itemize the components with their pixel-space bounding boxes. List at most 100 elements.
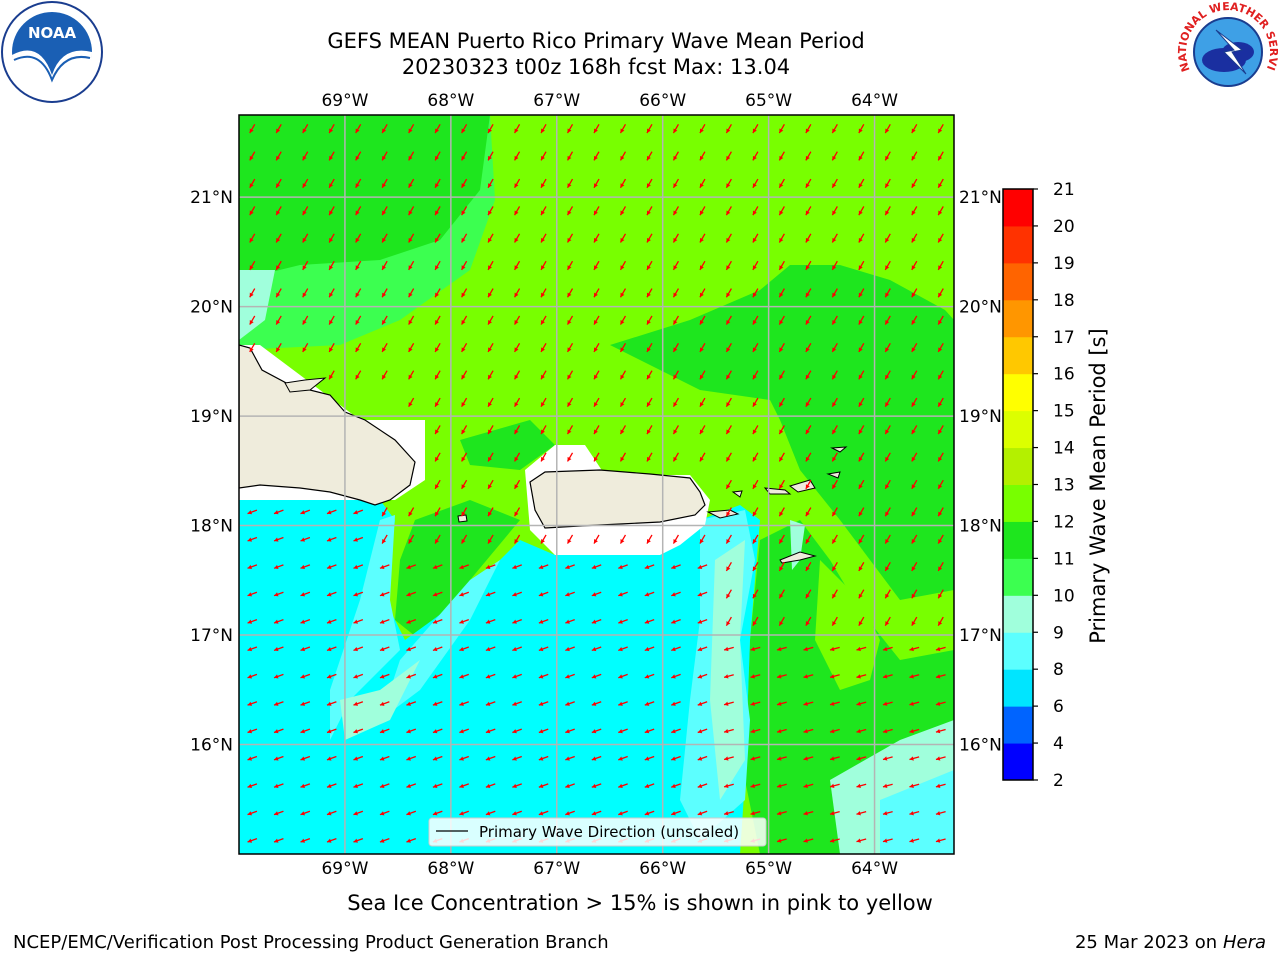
wave-arrow-364 xyxy=(326,536,337,542)
wave-arrow-521 xyxy=(909,674,920,679)
wave-arrow-268 xyxy=(434,397,441,408)
wave-arrow-634 xyxy=(326,810,337,816)
wave-arrow-113 xyxy=(381,233,388,243)
lat-tick-left-0: 21°N xyxy=(190,188,233,208)
wave-arrow-466 xyxy=(884,616,891,627)
wave-arrow-481 xyxy=(565,646,575,652)
wave-arrow-371 xyxy=(513,534,521,544)
wave-arrow-366 xyxy=(381,534,388,544)
wave-arrow-296 xyxy=(646,425,653,435)
wave-arrow-169 xyxy=(434,288,441,298)
wave-arrow-485 xyxy=(671,646,681,652)
wave-arrow-478 xyxy=(485,646,496,652)
wave-arrow-654 xyxy=(856,811,867,816)
wave-arrow-536 xyxy=(591,701,602,706)
wave-arrow-152 xyxy=(699,260,706,271)
chart-title: GEFS MEAN Puerto Rico Primary Wave Mean … xyxy=(327,29,865,53)
wave-arrow-23 xyxy=(858,124,865,134)
wave-arrow-439 xyxy=(884,589,891,599)
wave-arrow-346 xyxy=(381,507,388,517)
wave-arrow-351 xyxy=(513,507,521,517)
wave-arrow-238 xyxy=(831,342,838,353)
wave-arrow-119 xyxy=(540,233,547,243)
wave-arrow-157 xyxy=(831,260,838,271)
wave-arrow-49 xyxy=(831,151,838,161)
wave-arrow-261 xyxy=(805,370,812,380)
lat-tick-left-5: 16°N xyxy=(190,736,233,756)
wave-arrow-310 xyxy=(487,452,494,462)
wave-arrow-75 xyxy=(805,178,812,189)
wave-arrow-245 xyxy=(381,370,388,380)
wave-arrow-643 xyxy=(565,810,575,816)
wave-arrow-80 xyxy=(937,178,944,189)
wave-arrow-508 xyxy=(565,673,575,679)
wave-arrow-426 xyxy=(538,591,549,597)
wave-arrow-163 xyxy=(275,288,282,298)
wave-arrow-55 xyxy=(275,178,282,189)
wave-arrow-410 xyxy=(831,561,838,572)
wave-arrow-256 xyxy=(672,370,680,380)
wave-arrow-236 xyxy=(778,342,785,353)
wave-arrow-24 xyxy=(884,124,891,134)
wave-arrow-608 xyxy=(353,783,364,788)
wave-arrow-571 xyxy=(803,728,814,734)
wave-arrow-212 xyxy=(858,315,865,325)
wave-arrow-239 xyxy=(858,342,865,353)
wave-arrow-631 xyxy=(247,810,258,816)
wave-arrow-424 xyxy=(485,591,496,597)
wave-arrow-435 xyxy=(778,589,785,599)
wave-arrow-459 xyxy=(697,619,708,624)
wave-arrow-379 xyxy=(725,534,732,544)
lat-tick-left-1: 20°N xyxy=(190,298,233,318)
wave-arrow-151 xyxy=(672,260,680,271)
wave-arrow-77 xyxy=(858,178,865,189)
wave-arrow-658 xyxy=(247,837,258,843)
wave-arrow-613 xyxy=(485,783,496,788)
wave-arrow-69 xyxy=(646,178,653,189)
wave-arrow-341 xyxy=(247,509,258,515)
wave-arrow-247 xyxy=(434,370,441,380)
wave-arrow-568 xyxy=(723,728,734,734)
wave-arrow-593 xyxy=(671,755,681,761)
wave-arrow-324 xyxy=(858,452,865,462)
wave-arrow-448 xyxy=(406,619,417,624)
wave-arrow-115 xyxy=(434,233,441,243)
wave-arrow-314 xyxy=(593,452,600,462)
wave-arrow-488 xyxy=(750,646,761,652)
lon-tick-top-5: 64°W xyxy=(851,91,898,111)
wave-arrow-48 xyxy=(805,151,812,161)
wave-arrow-577 xyxy=(247,755,258,761)
wave-arrow-390 xyxy=(300,564,311,570)
sea-ice-caption: Sea Ice Concentration > 15% is shown in … xyxy=(347,891,933,915)
wave-arrow-413 xyxy=(911,561,918,572)
wave-arrow-632 xyxy=(273,810,284,816)
wave-arrow-526 xyxy=(326,701,337,706)
wave-arrow-223 xyxy=(434,342,441,353)
wave-arrow-97 xyxy=(672,206,680,216)
wave-arrow-332 xyxy=(725,479,732,490)
wave-arrow-618 xyxy=(618,783,628,788)
wave-arrow-317 xyxy=(672,452,680,462)
wave-arrow-531 xyxy=(459,701,470,706)
wave-arrow-433 xyxy=(725,589,732,599)
wave-arrow-407 xyxy=(752,561,759,572)
wave-arrow-474 xyxy=(379,646,390,652)
wave-arrow-302 xyxy=(805,425,812,435)
wave-arrow-418 xyxy=(326,591,337,597)
colorbar-segment-0 xyxy=(1003,743,1033,781)
wave-arrow-594 xyxy=(697,755,708,761)
noaa-logo-icon: NOAA xyxy=(1,1,103,103)
lon-tick-bottom-5: 64°W xyxy=(851,859,898,879)
colorbar-tick-labels: 2 4 6 8 9 10 11 12 13 14 15 16 17 18 19 20 21 xyxy=(1033,180,1075,791)
wave-arrow-349 xyxy=(461,507,468,517)
wave-arrow-355 xyxy=(805,507,812,517)
wave-arrow-641 xyxy=(512,810,522,816)
wave-arrow-301 xyxy=(778,425,785,435)
wave-arrow-92 xyxy=(540,206,547,216)
wave-arrow-56 xyxy=(302,178,309,189)
wave-arrow-575 xyxy=(909,728,920,734)
wave-arrow-416 xyxy=(273,591,284,597)
wave-arrow-174 xyxy=(566,288,574,298)
wave-arrow-270 xyxy=(487,397,494,408)
wave-arrow-138 xyxy=(328,260,335,271)
